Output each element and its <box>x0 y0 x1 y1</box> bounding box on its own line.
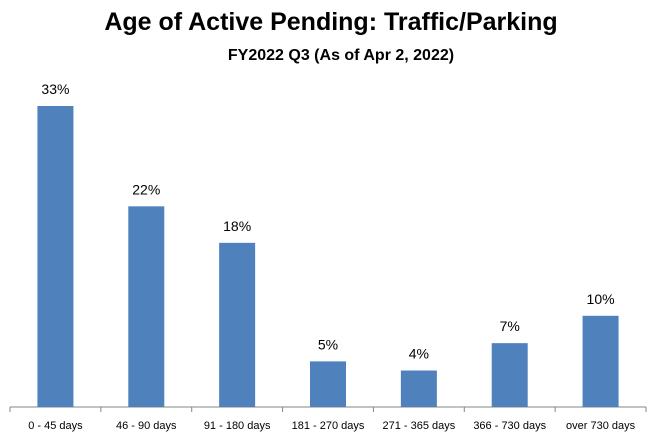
x-tick-label: 91 - 180 days <box>204 420 271 432</box>
data-label: 7% <box>500 318 520 334</box>
x-tick-label: 0 - 45 days <box>28 420 83 432</box>
x-tick-label: 181 - 270 days <box>292 420 365 432</box>
data-label: 4% <box>409 346 429 362</box>
x-tick-label: 271 - 365 days <box>382 420 455 432</box>
bar <box>491 343 528 407</box>
bar <box>219 242 256 407</box>
bar <box>37 106 74 407</box>
x-tick-label: 366 - 730 days <box>473 420 546 432</box>
bar <box>400 370 437 407</box>
bar <box>582 315 619 407</box>
bar <box>310 361 346 407</box>
bar <box>128 206 165 407</box>
x-tick-label: over 730 days <box>566 420 636 432</box>
data-label: 10% <box>587 291 615 307</box>
x-tick-label: 46 - 90 days <box>116 420 177 432</box>
chart-title: Age of Active Pending: Traffic/Parking <box>104 8 558 36</box>
data-label: 33% <box>41 81 69 97</box>
chart-subtitle: FY2022 Q3 (As of Apr 2, 2022) <box>227 47 455 64</box>
data-label: 18% <box>223 218 251 234</box>
data-label: 22% <box>132 181 160 197</box>
data-label: 5% <box>318 336 338 352</box>
